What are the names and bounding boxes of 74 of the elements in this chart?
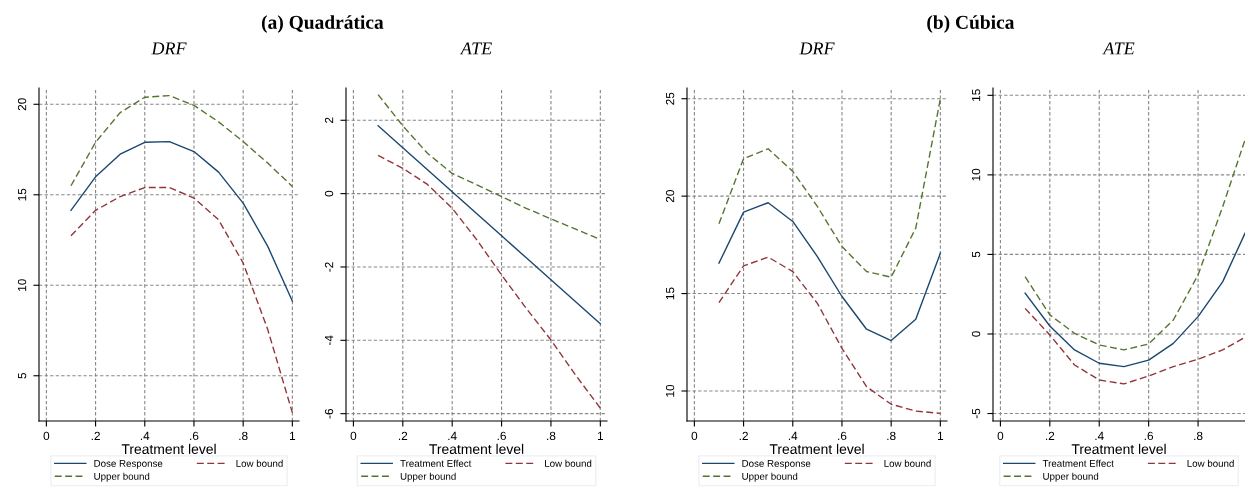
legend-label: Upper bound <box>1043 472 1099 482</box>
y-tick-label: -2 <box>324 262 334 272</box>
legend-label: Dose Response <box>742 460 811 469</box>
line-series <box>1024 307 1245 385</box>
legend-label: Low bound <box>1187 459 1234 467</box>
legend-label: Upper bound <box>400 472 456 482</box>
x-tick-label: .8 <box>547 431 556 441</box>
line-series <box>70 140 294 302</box>
line-series <box>718 98 942 278</box>
y-tick-label: 20 <box>17 98 27 111</box>
x-tick-label: 0 <box>691 431 698 441</box>
legend-label: Treatment Effect <box>400 459 472 467</box>
line-series <box>70 94 294 188</box>
x-axis-title: Treatment level <box>121 443 216 455</box>
line-series <box>377 154 602 409</box>
x-tick-label: .6 <box>838 431 847 441</box>
y-tick-label: 0 <box>324 190 334 197</box>
x-tick-label: .2 <box>1045 431 1055 440</box>
y-tick-label: 5 <box>972 251 981 258</box>
x-axis-title: Treatment level <box>429 443 524 455</box>
y-tick-label: -6 <box>324 408 334 419</box>
x-tick-label: 0 <box>43 431 50 441</box>
y-tick-label: 15 <box>972 89 981 101</box>
x-tick-label: 1 <box>289 431 296 440</box>
chart-title: DRF <box>799 42 835 55</box>
y-tick-label: 10 <box>665 384 675 397</box>
legend-label: Low bound <box>884 459 931 467</box>
x-tick-label: .8 <box>239 431 248 441</box>
legend-label: Dose Response <box>94 460 163 469</box>
x-tick-label: .8 <box>1194 431 1203 441</box>
x-tick-label: .2 <box>739 431 748 440</box>
x-tick-label: 0 <box>997 431 1004 441</box>
line-series <box>70 186 294 414</box>
x-tick-label: 1 <box>597 431 604 440</box>
y-tick-label: 5 <box>18 372 27 379</box>
y-tick-label: 0 <box>971 331 981 337</box>
y-tick-label: 10 <box>971 168 981 181</box>
y-tick-label: 15 <box>18 188 27 201</box>
line-series <box>1024 232 1245 368</box>
y-tick-label: 2 <box>324 117 334 123</box>
x-tick-label: 0 <box>350 431 357 441</box>
chart-title: ATE <box>1102 42 1135 55</box>
line-series <box>377 125 602 325</box>
legend-label: Upper bound <box>742 472 798 482</box>
legend-label: Upper bound <box>94 472 150 482</box>
x-tick-label: .4 <box>1095 431 1104 440</box>
x-tick-label: .2 <box>91 431 100 440</box>
x-tick-label: .4 <box>448 431 457 440</box>
line-series <box>718 202 942 342</box>
legend-label: Low bound <box>545 459 592 467</box>
y-tick-label: 20 <box>665 190 675 203</box>
x-axis-title: Treatment level <box>769 443 864 455</box>
y-tick-label: -4 <box>325 335 334 346</box>
text: (b) Cúbica <box>927 15 1015 33</box>
text: (a) Quadrática <box>261 15 384 33</box>
y-tick-label: 25 <box>665 92 675 105</box>
x-tick-label: .6 <box>190 431 199 441</box>
y-tick-label: 10 <box>17 279 27 291</box>
chart-title: ATE <box>459 42 492 55</box>
x-tick-label: .6 <box>497 431 506 441</box>
x-tick-label: .4 <box>788 431 798 440</box>
line-series <box>1024 139 1245 351</box>
y-tick-label: 15 <box>666 287 675 300</box>
x-tick-label: 1 <box>937 431 944 440</box>
legend-label: Treatment Effect <box>1042 459 1114 467</box>
x-tick-label: .4 <box>140 431 150 440</box>
x-tick-label: .2 <box>398 431 408 440</box>
x-tick-label: .6 <box>1144 431 1154 441</box>
x-axis-title: Treatment level <box>1071 443 1166 455</box>
legend-label: Low bound <box>236 459 283 467</box>
line-series <box>718 256 942 415</box>
y-tick-label: -5 <box>972 408 981 419</box>
chart-title: DRF <box>151 42 187 55</box>
x-tick-label: .8 <box>887 431 896 441</box>
